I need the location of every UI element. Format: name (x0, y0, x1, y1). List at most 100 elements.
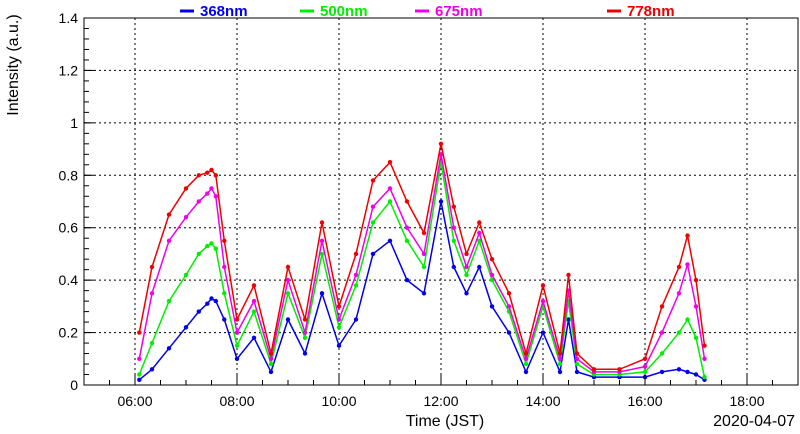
data-point (268, 361, 274, 367)
data-point (506, 304, 512, 309)
legend-label: 778nm (627, 3, 675, 20)
data-point (149, 340, 155, 346)
data-point (676, 264, 682, 270)
x-tick-label: 10:00 (321, 393, 356, 409)
data-point (574, 361, 580, 367)
data-point (477, 264, 482, 270)
data-point (464, 291, 469, 296)
data-point (183, 325, 189, 330)
data-point (285, 317, 291, 322)
data-point (642, 356, 648, 361)
data-point (451, 225, 456, 230)
data-point (370, 251, 376, 257)
data-point (302, 335, 308, 340)
data-point (404, 238, 410, 243)
data-point (477, 220, 482, 225)
data-point (591, 367, 597, 372)
data-point (659, 304, 665, 309)
data-point (353, 272, 359, 278)
data-point (183, 186, 189, 191)
data-point (205, 243, 210, 249)
data-point (370, 204, 376, 209)
data-point (702, 343, 707, 348)
data-point (251, 298, 257, 304)
y-tick-label: 0.2 (59, 325, 79, 341)
data-point (196, 309, 201, 314)
y-axis-title: Intensity (a.u.) (5, 14, 22, 115)
y-tick-label: 0.6 (59, 220, 79, 236)
data-point (557, 369, 563, 375)
y-axis: 0 0.2 0.4 0.6 0.8 1 1.2 1.4 (59, 10, 94, 393)
date-label: 2020-04-07 (713, 413, 795, 430)
data-point (251, 309, 257, 314)
data-point (421, 291, 427, 296)
data-point (234, 330, 240, 335)
series-368nm (137, 199, 707, 382)
data-point (336, 317, 342, 322)
data-point (659, 330, 665, 335)
y-tick-label: 0.8 (59, 167, 79, 183)
data-point (489, 257, 495, 262)
legend-label: 368nm (200, 3, 248, 20)
data-point (285, 291, 291, 296)
data-point (617, 367, 622, 372)
data-point (268, 369, 274, 375)
data-point (438, 141, 444, 146)
data-point (205, 191, 210, 196)
data-point (166, 346, 172, 351)
data-point (268, 351, 274, 356)
data-point (387, 238, 393, 243)
data-point (319, 251, 325, 257)
data-point (319, 291, 325, 296)
data-point (685, 262, 690, 267)
data-point (209, 241, 214, 246)
data-point (702, 374, 707, 380)
data-marks (137, 141, 707, 382)
data-point (489, 277, 495, 283)
data-point (540, 330, 546, 335)
data-point (574, 351, 580, 356)
data-point (370, 178, 376, 183)
legend-label: 675nm (435, 3, 483, 20)
data-point (234, 356, 240, 361)
data-point (702, 356, 707, 361)
data-point (523, 351, 529, 356)
data-point (353, 317, 359, 322)
series-line (138, 143, 706, 371)
data-point (404, 199, 410, 204)
series-line (138, 201, 705, 381)
data-point (464, 251, 469, 257)
data-point (451, 264, 456, 270)
data-point (557, 356, 563, 361)
data-point (319, 238, 325, 243)
data-point (574, 369, 580, 375)
data-point (685, 233, 690, 238)
legend-label: 500nm (320, 3, 368, 20)
data-point (234, 317, 240, 322)
y-tick-label: 1 (70, 115, 78, 131)
data-point (302, 317, 308, 322)
data-point (642, 369, 648, 375)
grid-lines (84, 18, 798, 385)
data-point (659, 369, 665, 375)
series-675nm (137, 152, 707, 375)
data-point (213, 173, 218, 178)
series-line (138, 162, 706, 378)
data-point (166, 298, 172, 304)
data-point (166, 212, 172, 217)
data-point (370, 220, 376, 225)
data-point (477, 230, 482, 236)
data-point (451, 238, 456, 243)
data-point (693, 335, 699, 340)
data-point (506, 330, 512, 335)
data-point (183, 215, 189, 220)
data-point (438, 199, 444, 204)
data-point (137, 356, 142, 361)
data-point (213, 246, 218, 251)
data-point (557, 361, 563, 367)
x-tick-label: 18:00 (729, 393, 764, 409)
data-point (464, 272, 469, 278)
data-point (209, 296, 214, 301)
data-point (205, 170, 210, 175)
